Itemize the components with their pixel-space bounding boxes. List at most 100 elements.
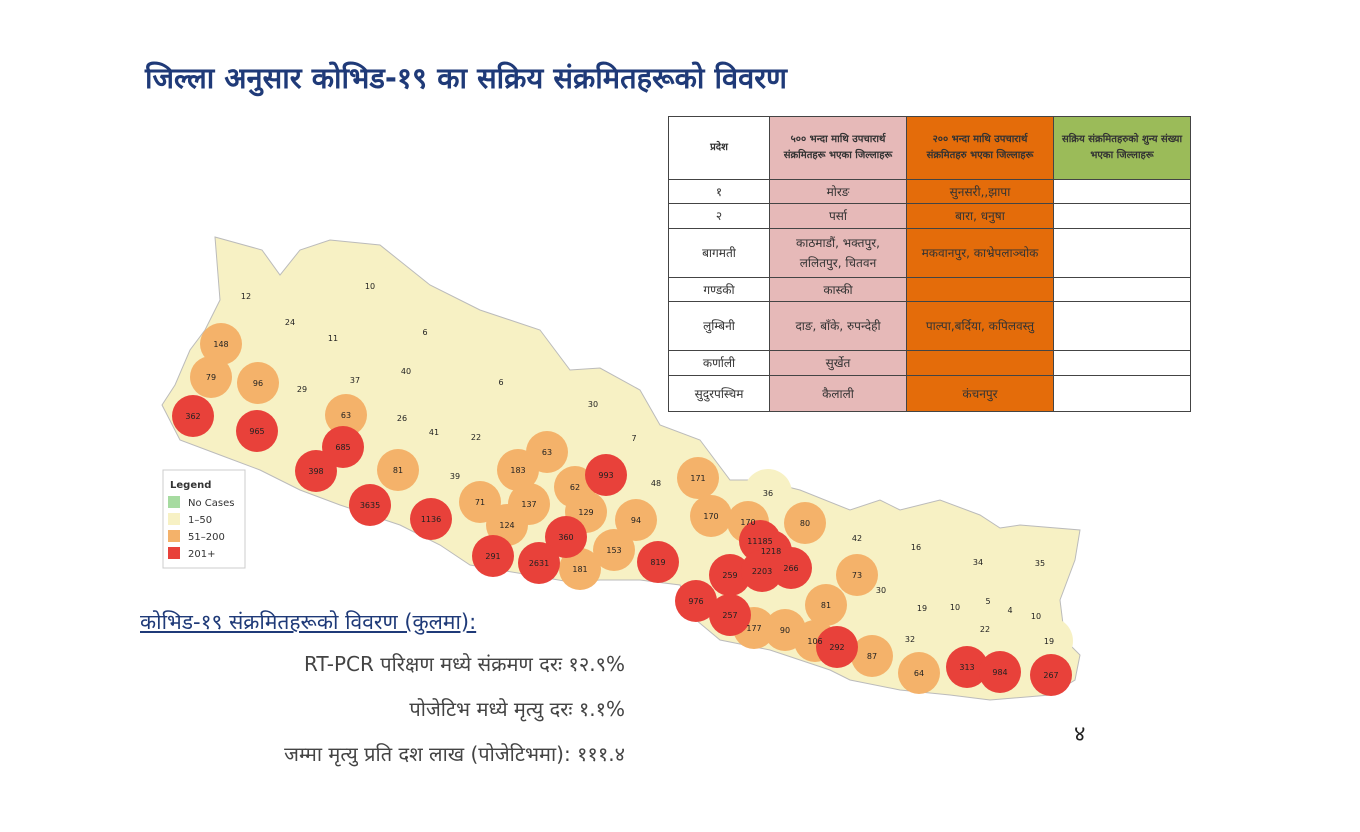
district-label: 73	[852, 571, 862, 580]
district-area	[961, 605, 1009, 653]
district-label: 24	[285, 318, 295, 327]
district-label: 984	[992, 668, 1007, 677]
district-area	[892, 523, 940, 571]
district-label: 22	[980, 625, 990, 634]
table-cell: १	[668, 179, 770, 204]
district-label: 993	[598, 471, 613, 480]
district-label: 11185	[747, 537, 772, 546]
district-area	[237, 362, 279, 404]
district-label: 257	[722, 611, 737, 620]
district-label: 3635	[360, 501, 380, 510]
table-cell: सुर्खेत	[769, 350, 907, 376]
district-label: 81	[393, 466, 403, 475]
district-label: 106	[807, 637, 822, 646]
district-area	[266, 298, 314, 346]
district-area	[946, 646, 988, 688]
district-label: 37	[350, 376, 360, 385]
table-cell	[1053, 350, 1191, 376]
district-label: 148	[213, 340, 228, 349]
district-label: 10	[950, 603, 960, 612]
table-row: २ पर्सा बारा, धनुषा	[668, 203, 1191, 229]
district-label: 34	[973, 558, 983, 567]
page-number: ४	[1074, 722, 1086, 747]
district-label: 398	[308, 467, 323, 476]
table-cell: २	[668, 203, 770, 229]
table-cell	[906, 350, 1054, 376]
district-label: 39	[450, 472, 460, 481]
district-area	[1016, 539, 1064, 587]
district-area	[675, 580, 717, 622]
district-label: 177	[746, 624, 761, 633]
table-header: २०० भन्दा माथि उपचारार्थ संक्रमितहरु भएक…	[906, 116, 1054, 180]
summary-line: जम्मा मृत्यु प्रति दश लाख (पोजेटिभमा): १…	[284, 742, 625, 766]
district-area	[526, 431, 568, 473]
district-area	[610, 414, 658, 462]
district-area	[278, 365, 326, 413]
district-label: 6	[422, 328, 427, 337]
district-label: 819	[650, 558, 665, 567]
district-area	[518, 542, 560, 584]
table-header: प्रदेश	[668, 116, 770, 180]
district-area	[632, 459, 680, 507]
district-area	[979, 651, 1021, 693]
district-label: 7	[631, 434, 636, 443]
district-area	[833, 514, 881, 562]
district-label: 124	[499, 521, 514, 530]
district-label: 87	[867, 652, 877, 661]
legend-label: 1–50	[188, 515, 212, 526]
district-area	[410, 408, 458, 456]
district-area	[477, 358, 525, 406]
district-area	[401, 308, 449, 356]
table-row: गण्डकी कास्की	[668, 277, 1191, 302]
district-area	[709, 594, 751, 636]
district-label: 35	[1035, 559, 1045, 568]
table-header: ५०० भन्दा माथि उपचारार्थ संक्रमितहरू भएक…	[769, 116, 907, 180]
table-cell: कास्की	[769, 277, 907, 302]
district-area	[346, 262, 394, 310]
district-label: 12	[241, 292, 251, 301]
district-label: 71	[475, 498, 485, 507]
district-label: 62	[570, 483, 580, 492]
district-label: 259	[722, 571, 737, 580]
table-cell	[906, 277, 1054, 302]
district-label: 22	[471, 433, 481, 442]
district-area	[851, 635, 893, 677]
table-cell: पर्सा	[769, 203, 907, 229]
legend-label: 51–200	[188, 532, 225, 543]
legend-label: No Cases	[188, 498, 234, 509]
district-label: 170	[703, 512, 718, 521]
district-label: 267	[1043, 671, 1058, 680]
district-area	[325, 394, 367, 436]
district-area	[805, 584, 847, 626]
district-label: 2203	[752, 567, 772, 576]
district-area	[172, 395, 214, 437]
district-area	[472, 535, 514, 577]
district-label: 81	[821, 601, 831, 610]
district-label: 171	[690, 474, 705, 483]
district-area	[452, 413, 500, 461]
district-area	[898, 652, 940, 694]
district-area	[886, 615, 934, 663]
table-cell: पाल्पा,बर्दिया, कपिलवस्तु	[906, 301, 1054, 351]
legend-title: Legend	[170, 480, 211, 491]
district-area	[331, 356, 379, 404]
district-label: 26	[397, 414, 407, 423]
summary-line: RT-PCR परिक्षण मध्ये संक्रमण दरः १२.९%	[303, 652, 625, 676]
district-label: 10	[365, 282, 375, 291]
district-label: 292	[829, 643, 844, 652]
legend-swatch	[168, 513, 180, 525]
district-label: 2631	[529, 559, 549, 568]
district-label: 1136	[421, 515, 441, 524]
district-area	[816, 626, 858, 668]
summary-line: पोजेटिभ मध्ये मृत्यु दरः १.१%	[409, 697, 625, 721]
district-label: 360	[558, 533, 573, 542]
table-cell	[1053, 301, 1191, 351]
title: जिल्ला अनुसार कोभिड-१९ का सक्रिय संक्रमि…	[145, 61, 788, 95]
district-label: 96	[253, 379, 263, 388]
district-area	[190, 356, 232, 398]
district-label: 48	[651, 479, 661, 488]
district-area	[200, 323, 242, 365]
district-area	[569, 380, 617, 428]
district-label: 63	[542, 448, 552, 457]
